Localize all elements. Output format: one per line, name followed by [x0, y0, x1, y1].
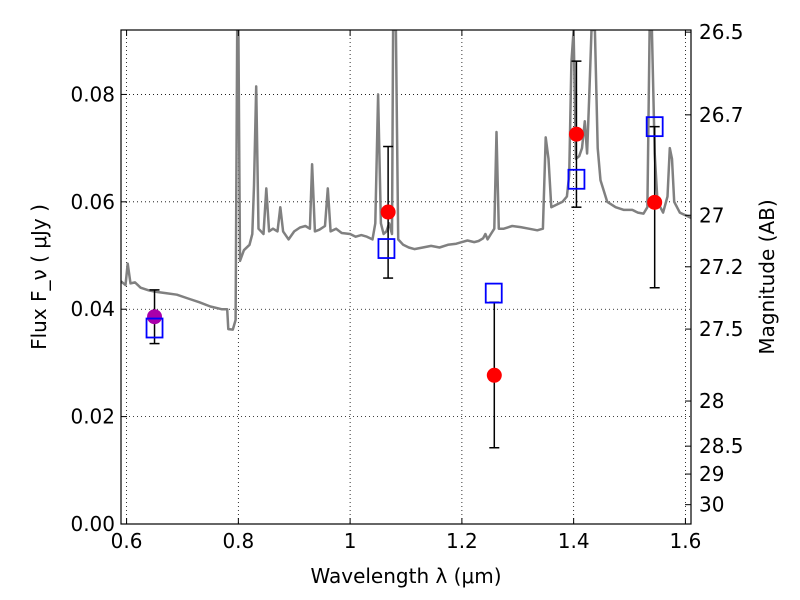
x-tick-label: 1.4 — [558, 529, 590, 553]
model-flux-square — [567, 168, 586, 190]
y-tick-label: 0.06 — [70, 190, 115, 214]
model-flux-square — [377, 238, 396, 259]
y-tick-label: 0.08 — [70, 82, 115, 106]
y-tick-label: 0.00 — [70, 512, 115, 536]
x-tick-label: 1.2 — [446, 529, 478, 553]
y-tick-label: 0.02 — [70, 405, 115, 429]
model-flux-square — [484, 282, 503, 304]
x-axis-ticks: 0.6 0.8 1 1.2 1.4 1.6 — [111, 30, 702, 553]
y-axis-ticks: 0.00 0.02 0.04 0.06 0.08 — [70, 82, 127, 536]
observed-points — [147, 126, 663, 383]
error-bars — [149, 60, 660, 449]
magnitude-tick-label: 26.7 — [699, 103, 744, 127]
magnitude-tick-label: 29 — [699, 462, 724, 486]
magnitude-tick-label: 27.2 — [699, 255, 744, 279]
magnitude-tick-label: 28.5 — [699, 434, 744, 458]
observed-flux-point — [147, 309, 163, 325]
model-flux-square — [645, 116, 664, 138]
x-tick-label: 1.6 — [670, 529, 702, 553]
plot-frame — [120, 29, 692, 525]
magnitude-axis-ticks: 26.5 26.7 27 27.2 27.5 28 28.5 29 30 — [685, 20, 744, 517]
grid-lines — [121, 30, 691, 525]
observed-flux-point — [568, 126, 584, 142]
x-axis-title: Wavelength λ (μm) — [310, 564, 501, 588]
magnitude-tick-label: 27 — [699, 203, 724, 227]
model-flux-square — [145, 317, 164, 339]
magnitude-tick-label: 28 — [699, 389, 724, 413]
observed-flux-point — [380, 204, 396, 220]
model-spectrum-line — [121, 30, 691, 331]
model-photometry-points — [145, 116, 664, 339]
magnitude-tick-label: 30 — [699, 493, 724, 517]
observed-flux-point — [486, 367, 502, 383]
observed-flux-point — [647, 194, 663, 210]
model-spectrum — [121, 30, 691, 331]
magnitude-tick-label: 27.5 — [699, 317, 744, 341]
y-tick-label: 0.04 — [70, 297, 115, 321]
x-tick-label: 1 — [344, 529, 357, 553]
y-axis-title: Flux F_ν ( μJy ) — [27, 204, 51, 350]
x-tick-label: 0.6 — [111, 529, 143, 553]
magnitude-tick-label: 26.5 — [699, 20, 744, 44]
magnitude-axis-title: Magnitude (AB) — [755, 199, 779, 354]
x-tick-label: 0.8 — [222, 529, 254, 553]
